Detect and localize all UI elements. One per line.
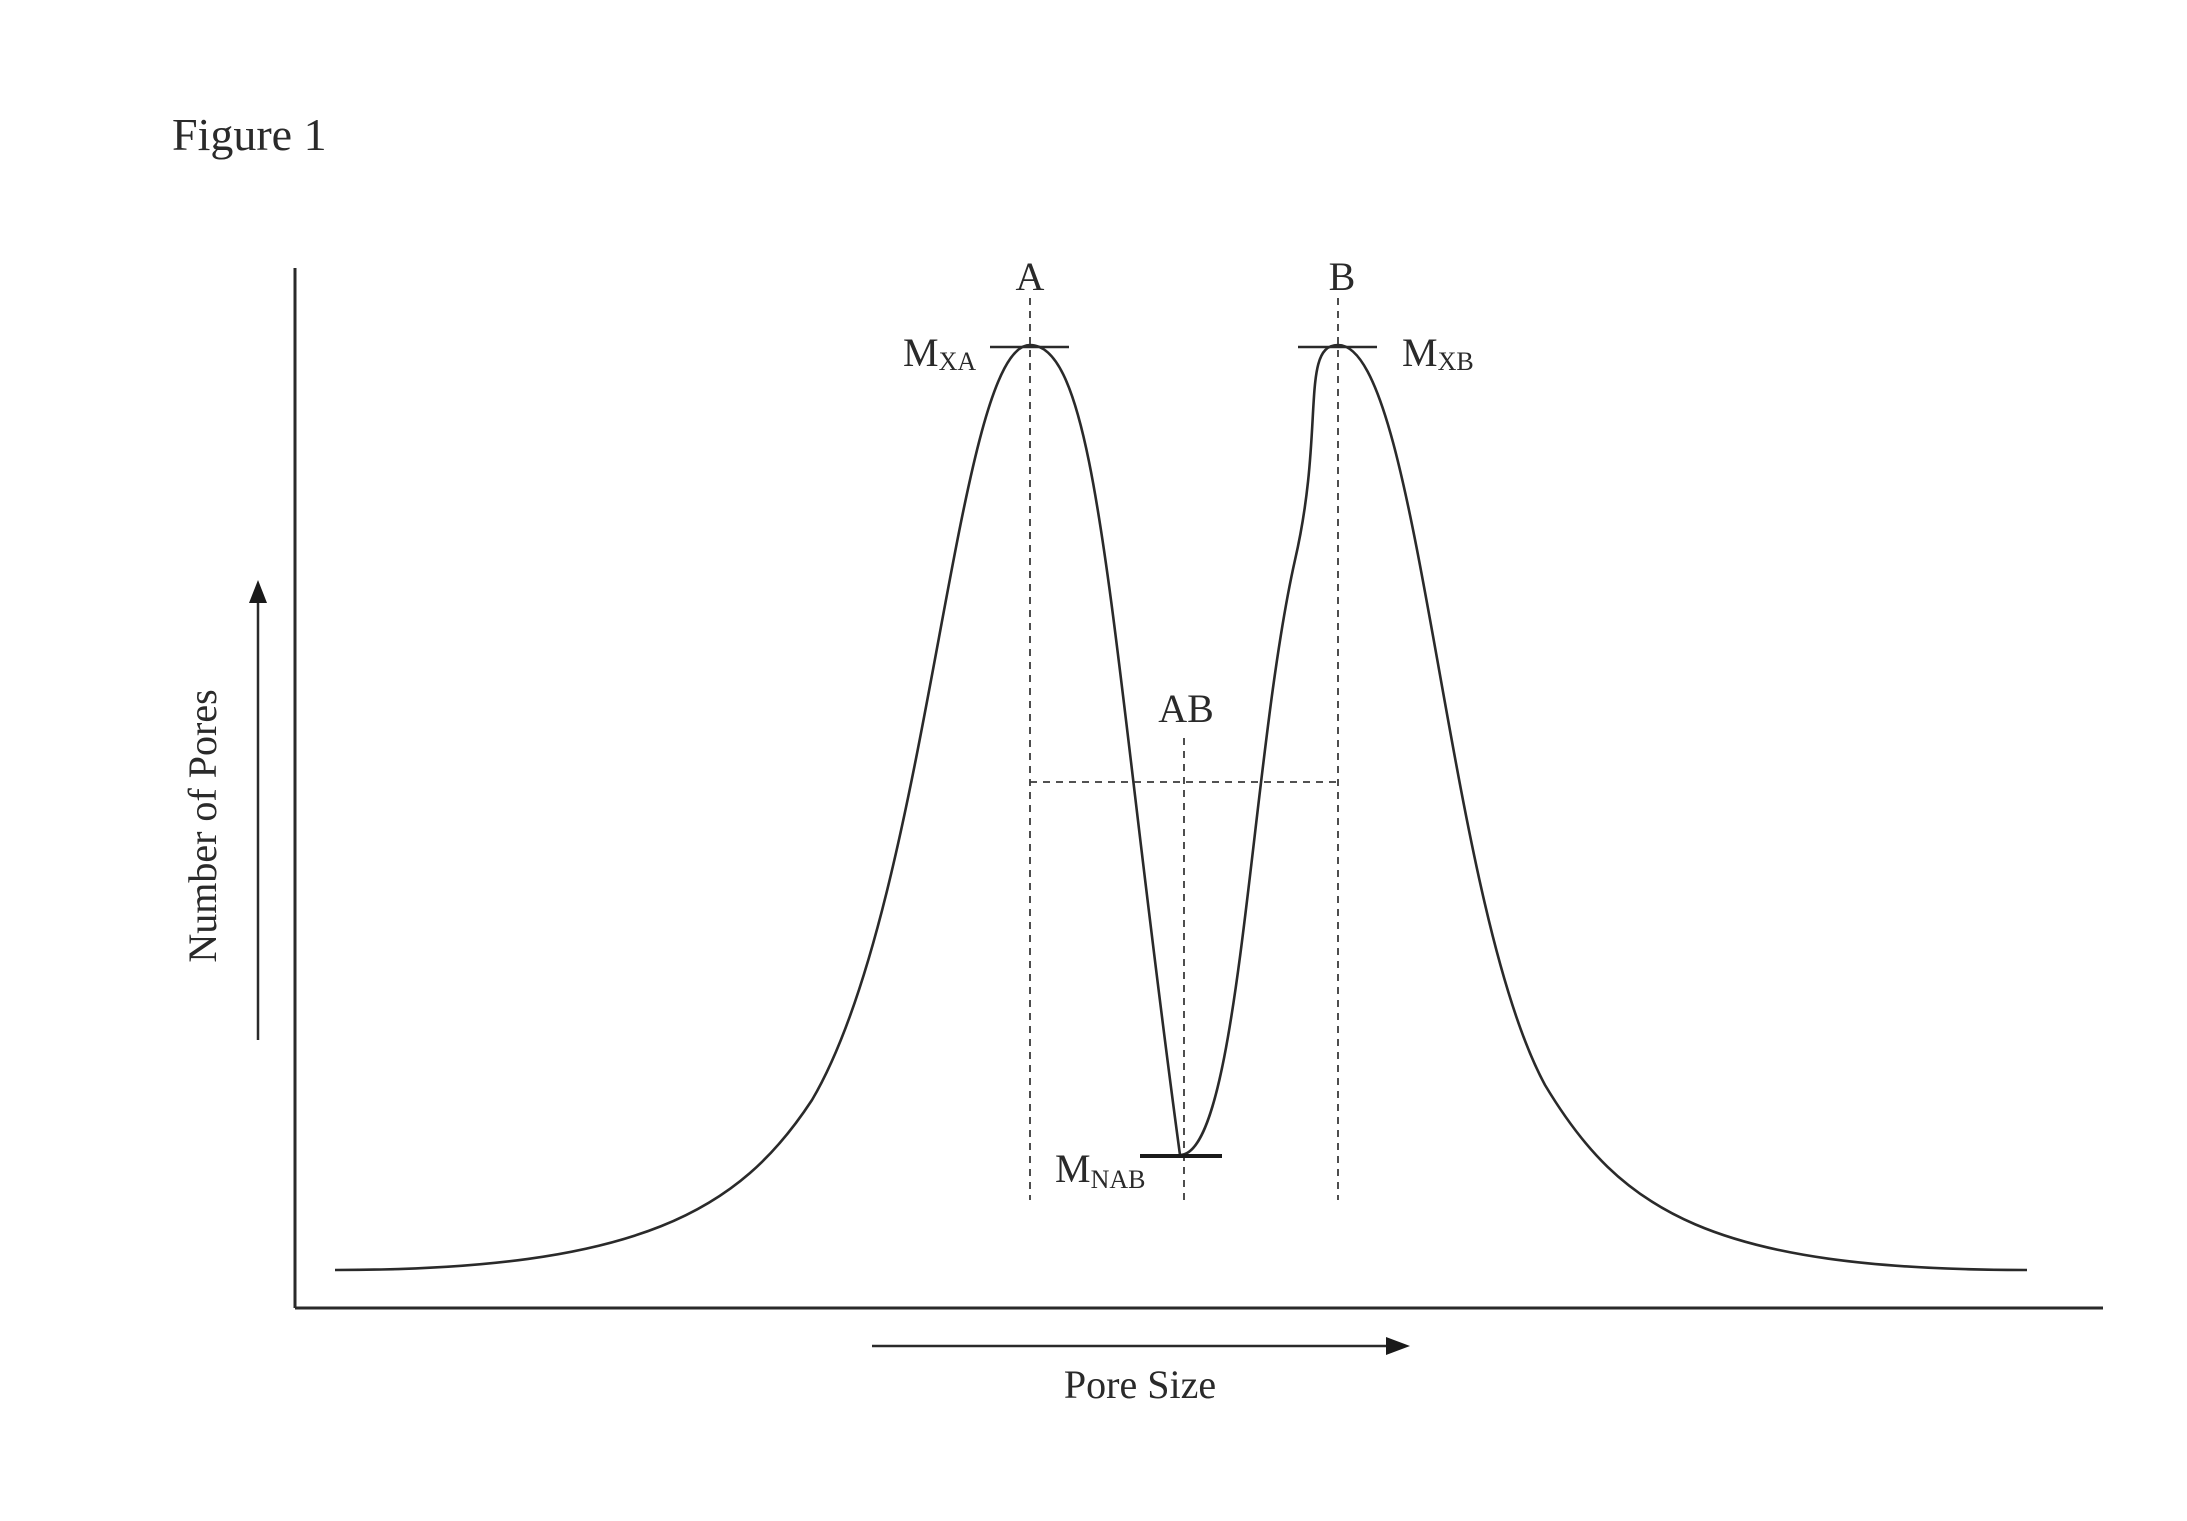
distribution-curve	[335, 345, 2027, 1270]
max-b-label: MXB	[1402, 330, 1474, 376]
max-a-label-sub: XA	[939, 347, 977, 376]
min-ab-label-main: M	[1055, 1146, 1091, 1191]
peak-a-label: A	[1016, 254, 1045, 299]
min-ab-label: MNAB	[1055, 1146, 1145, 1194]
peak-b-label: B	[1329, 254, 1356, 299]
x-axis-label: Pore Size	[1064, 1362, 1216, 1407]
max-b-label-main: M	[1402, 330, 1438, 375]
max-a-label: MXA	[903, 330, 976, 376]
midpoint-label: AB	[1158, 686, 1214, 731]
y-direction-arrow-head	[249, 580, 267, 603]
y-axis-label: Number of Pores	[180, 689, 225, 962]
max-b-label-sub: XB	[1438, 347, 1474, 376]
max-a-label-main: M	[903, 330, 939, 375]
x-direction-arrow-head	[1386, 1337, 1410, 1355]
min-ab-label-sub: NAB	[1091, 1165, 1146, 1194]
